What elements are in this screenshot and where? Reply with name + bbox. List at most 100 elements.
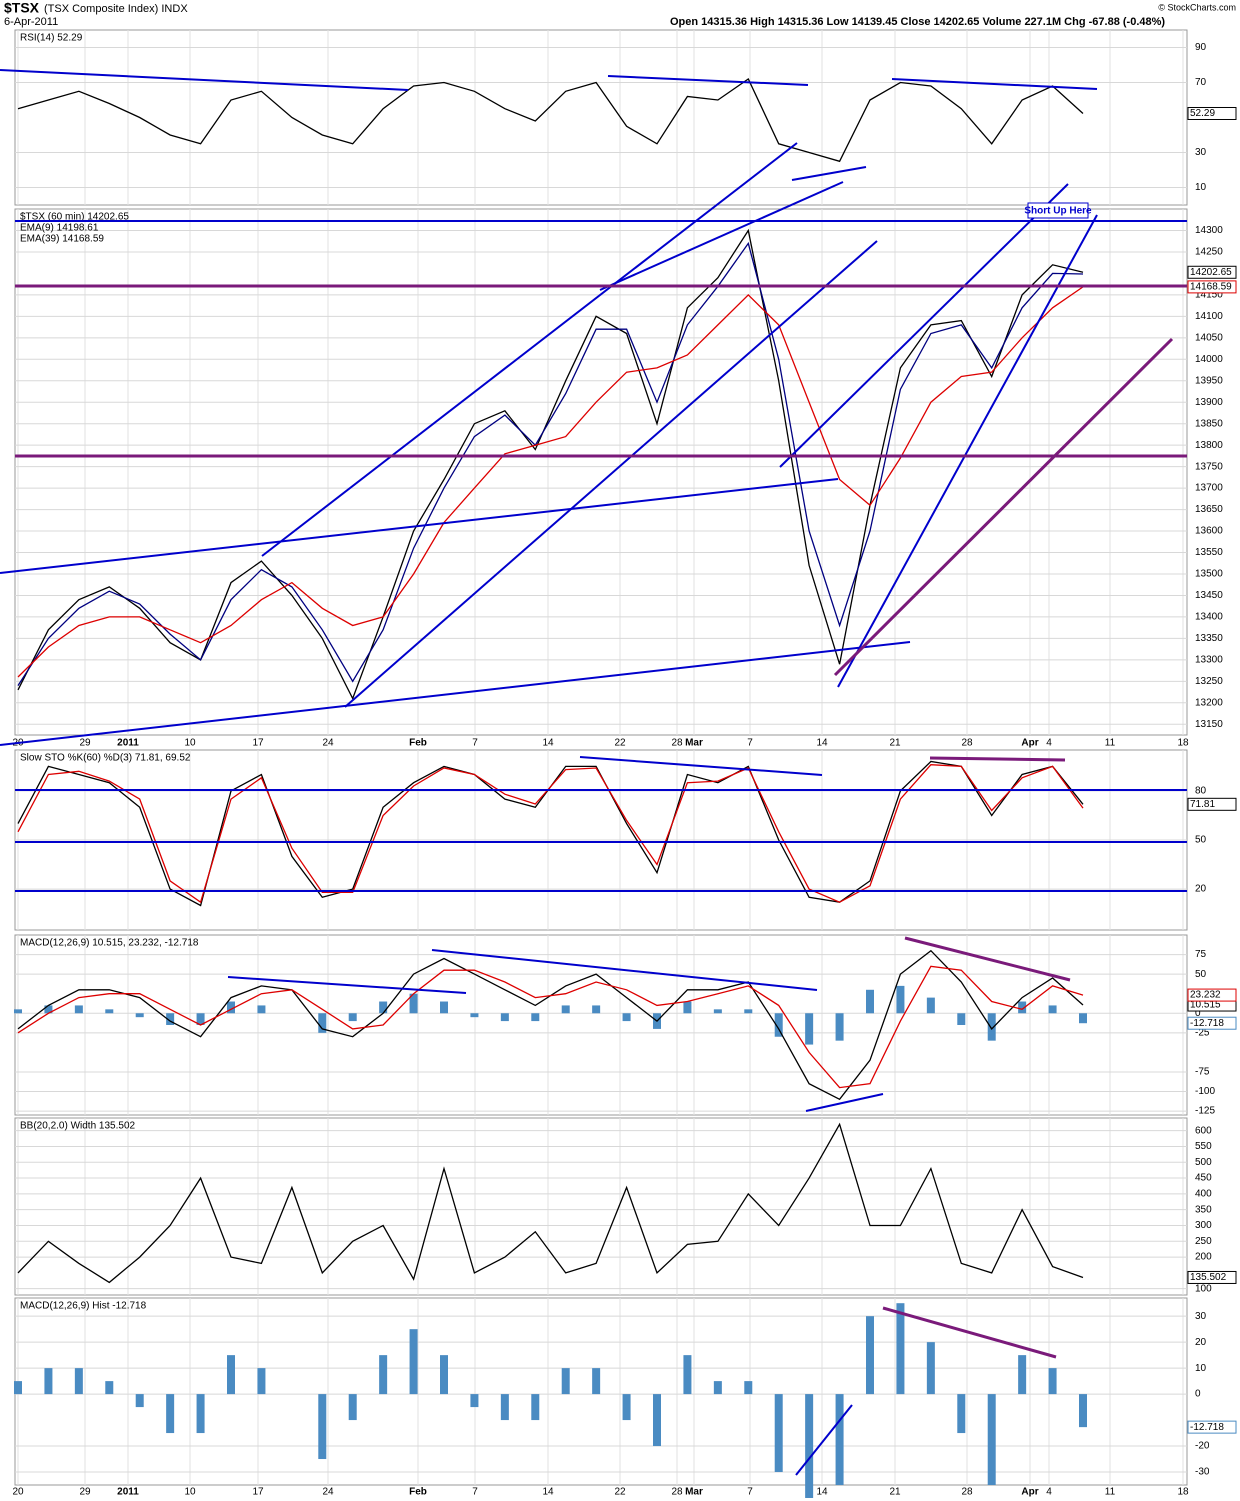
bar	[74, 1368, 83, 1395]
line	[17, 228, 1084, 701]
bar	[196, 1394, 205, 1434]
bar	[1018, 1001, 1027, 1014]
bar	[866, 989, 874, 1014]
y-tick-label: 100	[1195, 1283, 1212, 1294]
x-tick-label: 18	[1177, 738, 1189, 749]
y-tick-label: 0	[1195, 1389, 1201, 1400]
bar	[105, 1009, 114, 1014]
y-tick-label: 20	[1195, 1337, 1207, 1348]
x-tick-label: 21	[889, 1487, 901, 1498]
y-tick-label: 50	[1195, 969, 1207, 980]
y-tick-label: 30	[1195, 1311, 1207, 1322]
bar	[561, 1368, 570, 1395]
y-tick-label: 50	[1195, 835, 1207, 846]
x-tick-label: Mar	[685, 1487, 703, 1498]
date: 6-Apr-2011	[4, 16, 58, 28]
x-tick-label: 29	[79, 738, 91, 749]
y-tick-label: 250	[1195, 1236, 1212, 1247]
x-tick-label: 28	[961, 738, 973, 749]
trend-line	[431, 949, 818, 991]
bar	[531, 1394, 540, 1421]
line	[17, 965, 1084, 1089]
x-tick-label: Mar	[685, 738, 703, 749]
last-value-label: 71.81	[1190, 799, 1215, 810]
bar	[135, 1394, 144, 1408]
y-tick-label: 13600	[1195, 526, 1223, 537]
y-tick-label: 13750	[1195, 461, 1223, 472]
bar	[348, 1394, 357, 1421]
x-tick-label: 14	[542, 738, 554, 749]
y-tick-label: -30	[1195, 1467, 1210, 1478]
panel-title: Slow STO %K(60) %D(3) 71.81, 69.52	[20, 753, 191, 764]
last-value-box	[1187, 265, 1237, 279]
legend-entry: EMA(39) 14168.59	[20, 234, 104, 245]
y-tick-label: -20	[1195, 1441, 1210, 1452]
y-tick-label: 14250	[1195, 247, 1223, 258]
bar	[774, 1013, 783, 1037]
y-tick-label: 14150	[1195, 290, 1223, 301]
panel-title: MACD(12,26,9) 10.515, 23.232, -12.718	[20, 938, 199, 949]
bar	[683, 1001, 692, 1014]
x-tick-label: Apr	[1021, 738, 1038, 749]
x-tick-label: 17	[252, 738, 264, 749]
x-tick-label: 18	[1177, 1487, 1189, 1498]
line	[17, 1122, 1084, 1284]
trend-line	[791, 166, 867, 181]
x-tick-label: 11	[1105, 738, 1116, 749]
last-value-box	[1187, 1270, 1237, 1284]
bar	[713, 1381, 722, 1395]
y-tick-label: 13300	[1195, 654, 1223, 665]
legend-entry: $TSX (60 min) 14202.65	[20, 212, 129, 223]
x-tick-label: 7	[747, 1487, 753, 1498]
symbol: $TSX	[4, 0, 40, 16]
x-tick-label: 24	[322, 1487, 334, 1498]
x-tick-label: 14	[816, 1487, 828, 1498]
y-tick-label: 13450	[1195, 590, 1223, 601]
trend-line	[227, 976, 467, 994]
bar	[440, 1001, 448, 1014]
bar	[257, 1368, 266, 1395]
y-tick-label: 13850	[1195, 418, 1223, 429]
bar	[409, 1329, 418, 1395]
x-tick-label: 22	[614, 1487, 626, 1498]
x-tick-label: 24	[322, 738, 334, 749]
y-tick-label: 500	[1195, 1157, 1212, 1168]
x-tick-label: 22	[614, 738, 626, 749]
y-tick-label: 13800	[1195, 440, 1223, 451]
x-tick-label: Apr	[1021, 1487, 1038, 1498]
y-tick-label: 13950	[1195, 375, 1223, 386]
y-tick-label: 20	[1195, 884, 1207, 895]
x-tick-label: 29	[79, 1487, 91, 1498]
line	[17, 241, 1084, 686]
bar	[409, 993, 418, 1014]
bar	[470, 1013, 479, 1018]
bar	[196, 1013, 205, 1025]
bar	[987, 1394, 996, 1485]
bar	[135, 1013, 144, 1018]
bar	[531, 1013, 540, 1022]
bar	[44, 1005, 53, 1014]
y-tick-label: -75	[1195, 1067, 1210, 1078]
bar	[622, 1394, 631, 1421]
last-value-box	[1187, 106, 1237, 120]
last-value-box	[1187, 797, 1237, 811]
y-tick-label: 13150	[1195, 719, 1223, 730]
bar	[622, 1013, 631, 1022]
bar	[166, 1013, 175, 1025]
x-tick-label: 14	[542, 1487, 554, 1498]
bar	[166, 1394, 175, 1434]
last-value-label: -12.718	[1190, 1422, 1224, 1433]
y-tick-label: 450	[1195, 1173, 1212, 1184]
y-tick-label: 10	[1195, 182, 1207, 193]
last-value-label: 23.232	[1190, 990, 1221, 1001]
x-tick-label: 10	[184, 1487, 196, 1498]
y-tick-label: 13700	[1195, 483, 1223, 494]
x-tick-label: 11	[1105, 1487, 1116, 1498]
trend-line	[261, 142, 798, 557]
y-tick-label: 13550	[1195, 547, 1223, 558]
y-tick-label: 0	[1195, 1008, 1201, 1019]
last-value-box	[1187, 280, 1237, 294]
y-tick-label: 14050	[1195, 332, 1223, 343]
last-value-box	[1187, 1420, 1237, 1434]
trend-line	[0, 478, 839, 574]
